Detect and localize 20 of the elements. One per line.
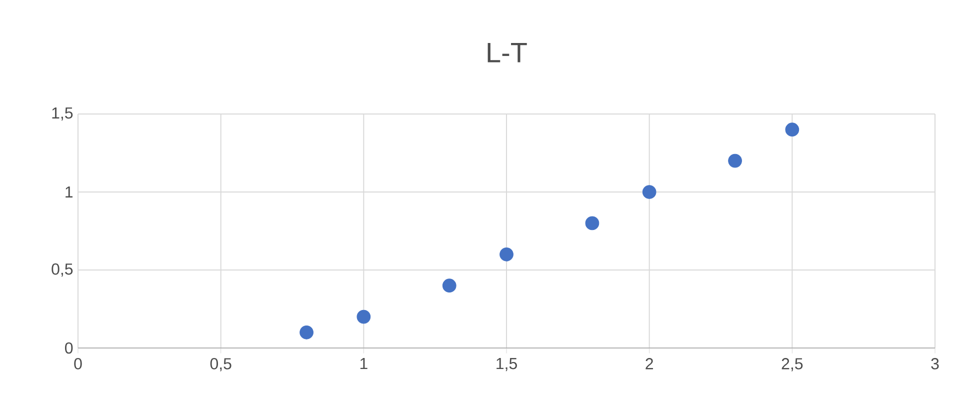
point: [300, 325, 314, 340]
x-tick-label: 1: [360, 358, 368, 370]
x-tick-label: 0: [74, 358, 82, 370]
point: [728, 154, 742, 168]
x-tick-label: 1,5: [496, 358, 517, 372]
point: [500, 247, 514, 262]
point: [585, 216, 600, 230]
x-tick-label: 0,5: [210, 358, 232, 372]
point: [442, 278, 456, 293]
y-tick-label: 1,5: [52, 107, 73, 121]
point: [642, 185, 656, 199]
x-tick-label: 2,5: [782, 358, 803, 372]
y-tick-label: 0: [65, 342, 73, 354]
x-tick-label: 3: [931, 358, 939, 370]
point: [785, 122, 800, 137]
x-tick-label: 2: [646, 358, 653, 370]
point: [356, 310, 371, 324]
y-tick-label: 0,5: [52, 263, 73, 277]
y-tick-label: 1: [66, 186, 73, 198]
chart-title: L-T: [488, 43, 527, 62]
